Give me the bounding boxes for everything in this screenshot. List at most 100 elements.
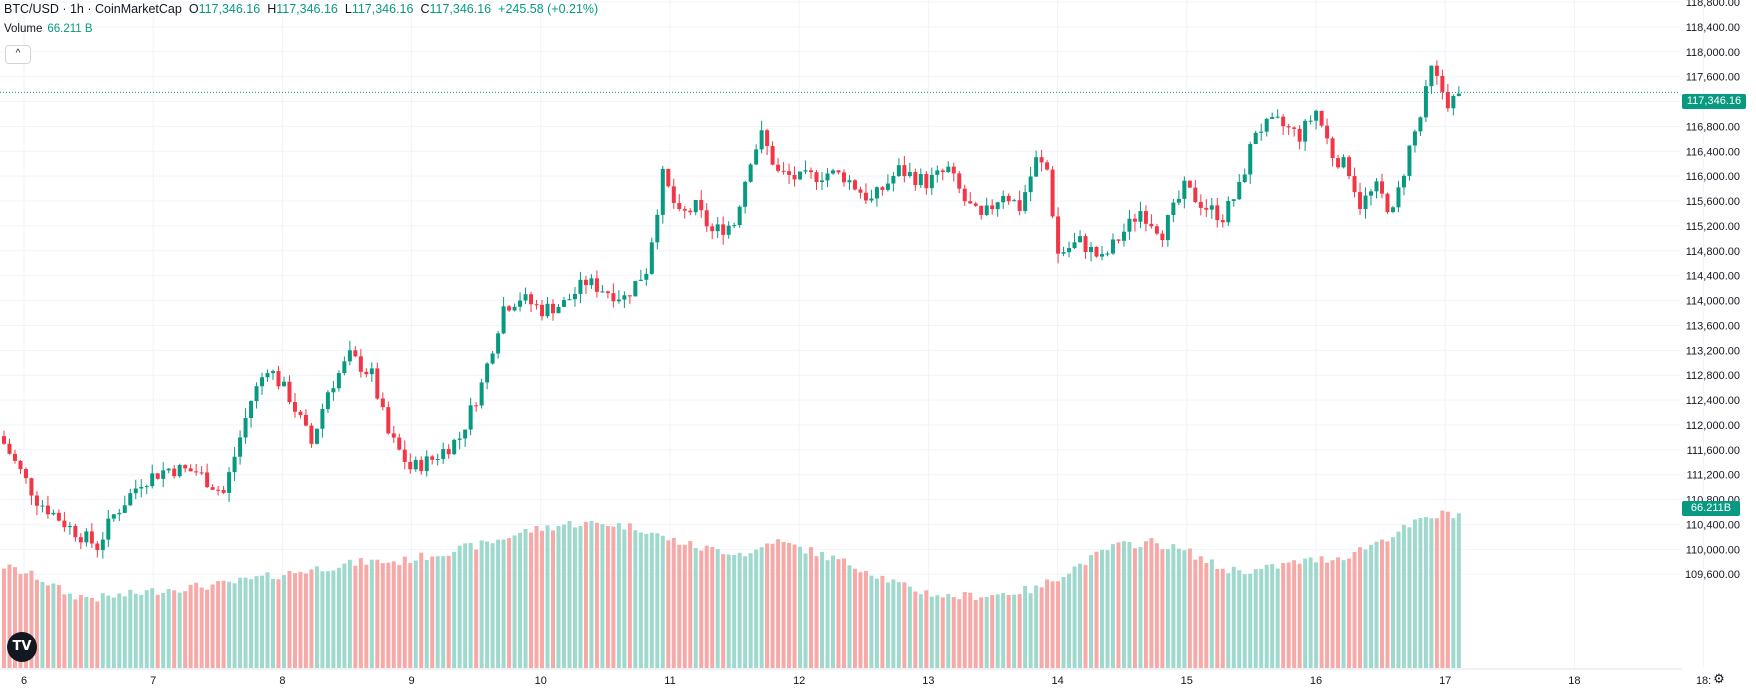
volume-bar [589, 520, 594, 668]
volume-bar [677, 544, 682, 668]
candle-body [1396, 187, 1401, 208]
volume-bar [1012, 594, 1017, 668]
candle-body [1017, 200, 1022, 211]
price-tick-label: 113,200.00 [1686, 345, 1740, 357]
price-axis[interactable]: 118,800.00 118,400.00 118,000.00 117,600.00… [1685, 0, 1740, 581]
volume-bar [776, 539, 781, 668]
volume-bar [1429, 518, 1434, 668]
volume-bar [583, 521, 588, 668]
volume-bars [2, 510, 1461, 668]
candle-body [1341, 157, 1346, 168]
candle-body [56, 512, 61, 521]
volume-bar [29, 570, 34, 668]
price-tick-label: 109,600.00 [1685, 569, 1740, 581]
candle-body [809, 170, 814, 173]
candle-body [660, 168, 665, 215]
volume-bar [534, 525, 539, 668]
volume-bar [386, 562, 391, 668]
volume-bar [655, 533, 660, 668]
candle-body [1363, 195, 1368, 209]
volume-bar [1379, 539, 1384, 668]
candle-body [1226, 200, 1231, 223]
volume-bar [1281, 563, 1286, 668]
time-axis[interactable]: 6 7 8 9 10 11 12 13 14 15 16 17 18 18: [0, 668, 1711, 687]
time-tick-label: 13 [922, 675, 934, 687]
candle-body [205, 472, 210, 488]
volume-bar [1412, 519, 1417, 668]
volume-bar [792, 544, 797, 668]
collapse-legend-button[interactable]: ^ [5, 45, 31, 64]
price-tick-label: 114,000.00 [1686, 296, 1740, 308]
volume-bar [940, 597, 945, 668]
volume-bar [1100, 549, 1104, 668]
candle-body [1423, 86, 1428, 118]
open-label: O [188, 2, 199, 16]
settings-icon[interactable]: ⚙ [1713, 671, 1725, 686]
candle-body [1264, 118, 1269, 132]
time-tick-label: 17 [1439, 675, 1451, 687]
volume-bar [1045, 579, 1050, 668]
candle-body [468, 405, 473, 430]
candle-body [2, 436, 6, 444]
volume-bar [594, 522, 599, 668]
candlesticks [2, 60, 1461, 559]
candle-body [1089, 246, 1094, 252]
candle-body [891, 176, 896, 184]
candle-body [649, 242, 654, 274]
volume-bar [413, 560, 418, 668]
low-label: L [344, 2, 352, 16]
volume-label[interactable]: Volume [4, 23, 43, 35]
price-tick-label: 113,600.00 [1686, 320, 1740, 332]
candle-body [1434, 65, 1439, 76]
chart-legend: BTC/USD · 1h · CoinMarketCap O 117,346.16… [4, 2, 598, 16]
candle-body [1127, 218, 1132, 232]
candle-body [177, 465, 182, 477]
candle-body [271, 371, 276, 374]
volume-bar [529, 532, 534, 668]
candle-body [34, 495, 39, 506]
candle-body [1347, 157, 1352, 177]
candle-body [364, 371, 369, 375]
volume-bar [100, 593, 105, 668]
candle-body [869, 198, 874, 201]
candle-body [227, 472, 232, 493]
candle-body [1094, 246, 1099, 257]
candle-body [655, 214, 660, 243]
volume-bar [161, 592, 166, 668]
candle-body [540, 304, 545, 317]
volume-bar [929, 596, 934, 668]
price-tick-label: 110,400.00 [1686, 519, 1740, 531]
close-label: C [420, 2, 430, 16]
volume-bar [913, 591, 918, 668]
symbol-title[interactable]: BTC/USD · 1h · CoinMarketCap [4, 2, 182, 16]
volume-bar [968, 592, 973, 668]
volume-bar [281, 575, 286, 668]
volume-bar [1292, 560, 1297, 668]
volume-bar [1445, 511, 1450, 668]
volume-bar [688, 541, 693, 668]
candle-body [841, 172, 846, 183]
volume-bar [627, 523, 632, 668]
candle-body [40, 505, 45, 507]
volume-bar [984, 596, 989, 668]
volume-bar [874, 578, 879, 668]
candle-body [1039, 157, 1044, 163]
volume-bar [320, 571, 325, 668]
candle-body [688, 210, 693, 213]
volume-bar [633, 530, 638, 668]
candle-body [935, 170, 940, 175]
volume-bar [1121, 541, 1126, 668]
candle-body [292, 402, 297, 412]
price-tick-label: 116,000.00 [1686, 171, 1740, 183]
volume-bar [622, 529, 627, 668]
candle-body [62, 520, 67, 528]
volume-bar [111, 597, 116, 668]
volume-bar [380, 563, 385, 668]
volume-bar [1347, 558, 1352, 668]
tradingview-logo-icon[interactable]: TV [7, 632, 37, 662]
candle-body [155, 473, 160, 479]
candle-body [622, 295, 627, 300]
volume-bar [128, 589, 133, 668]
volume-bar [979, 597, 984, 668]
